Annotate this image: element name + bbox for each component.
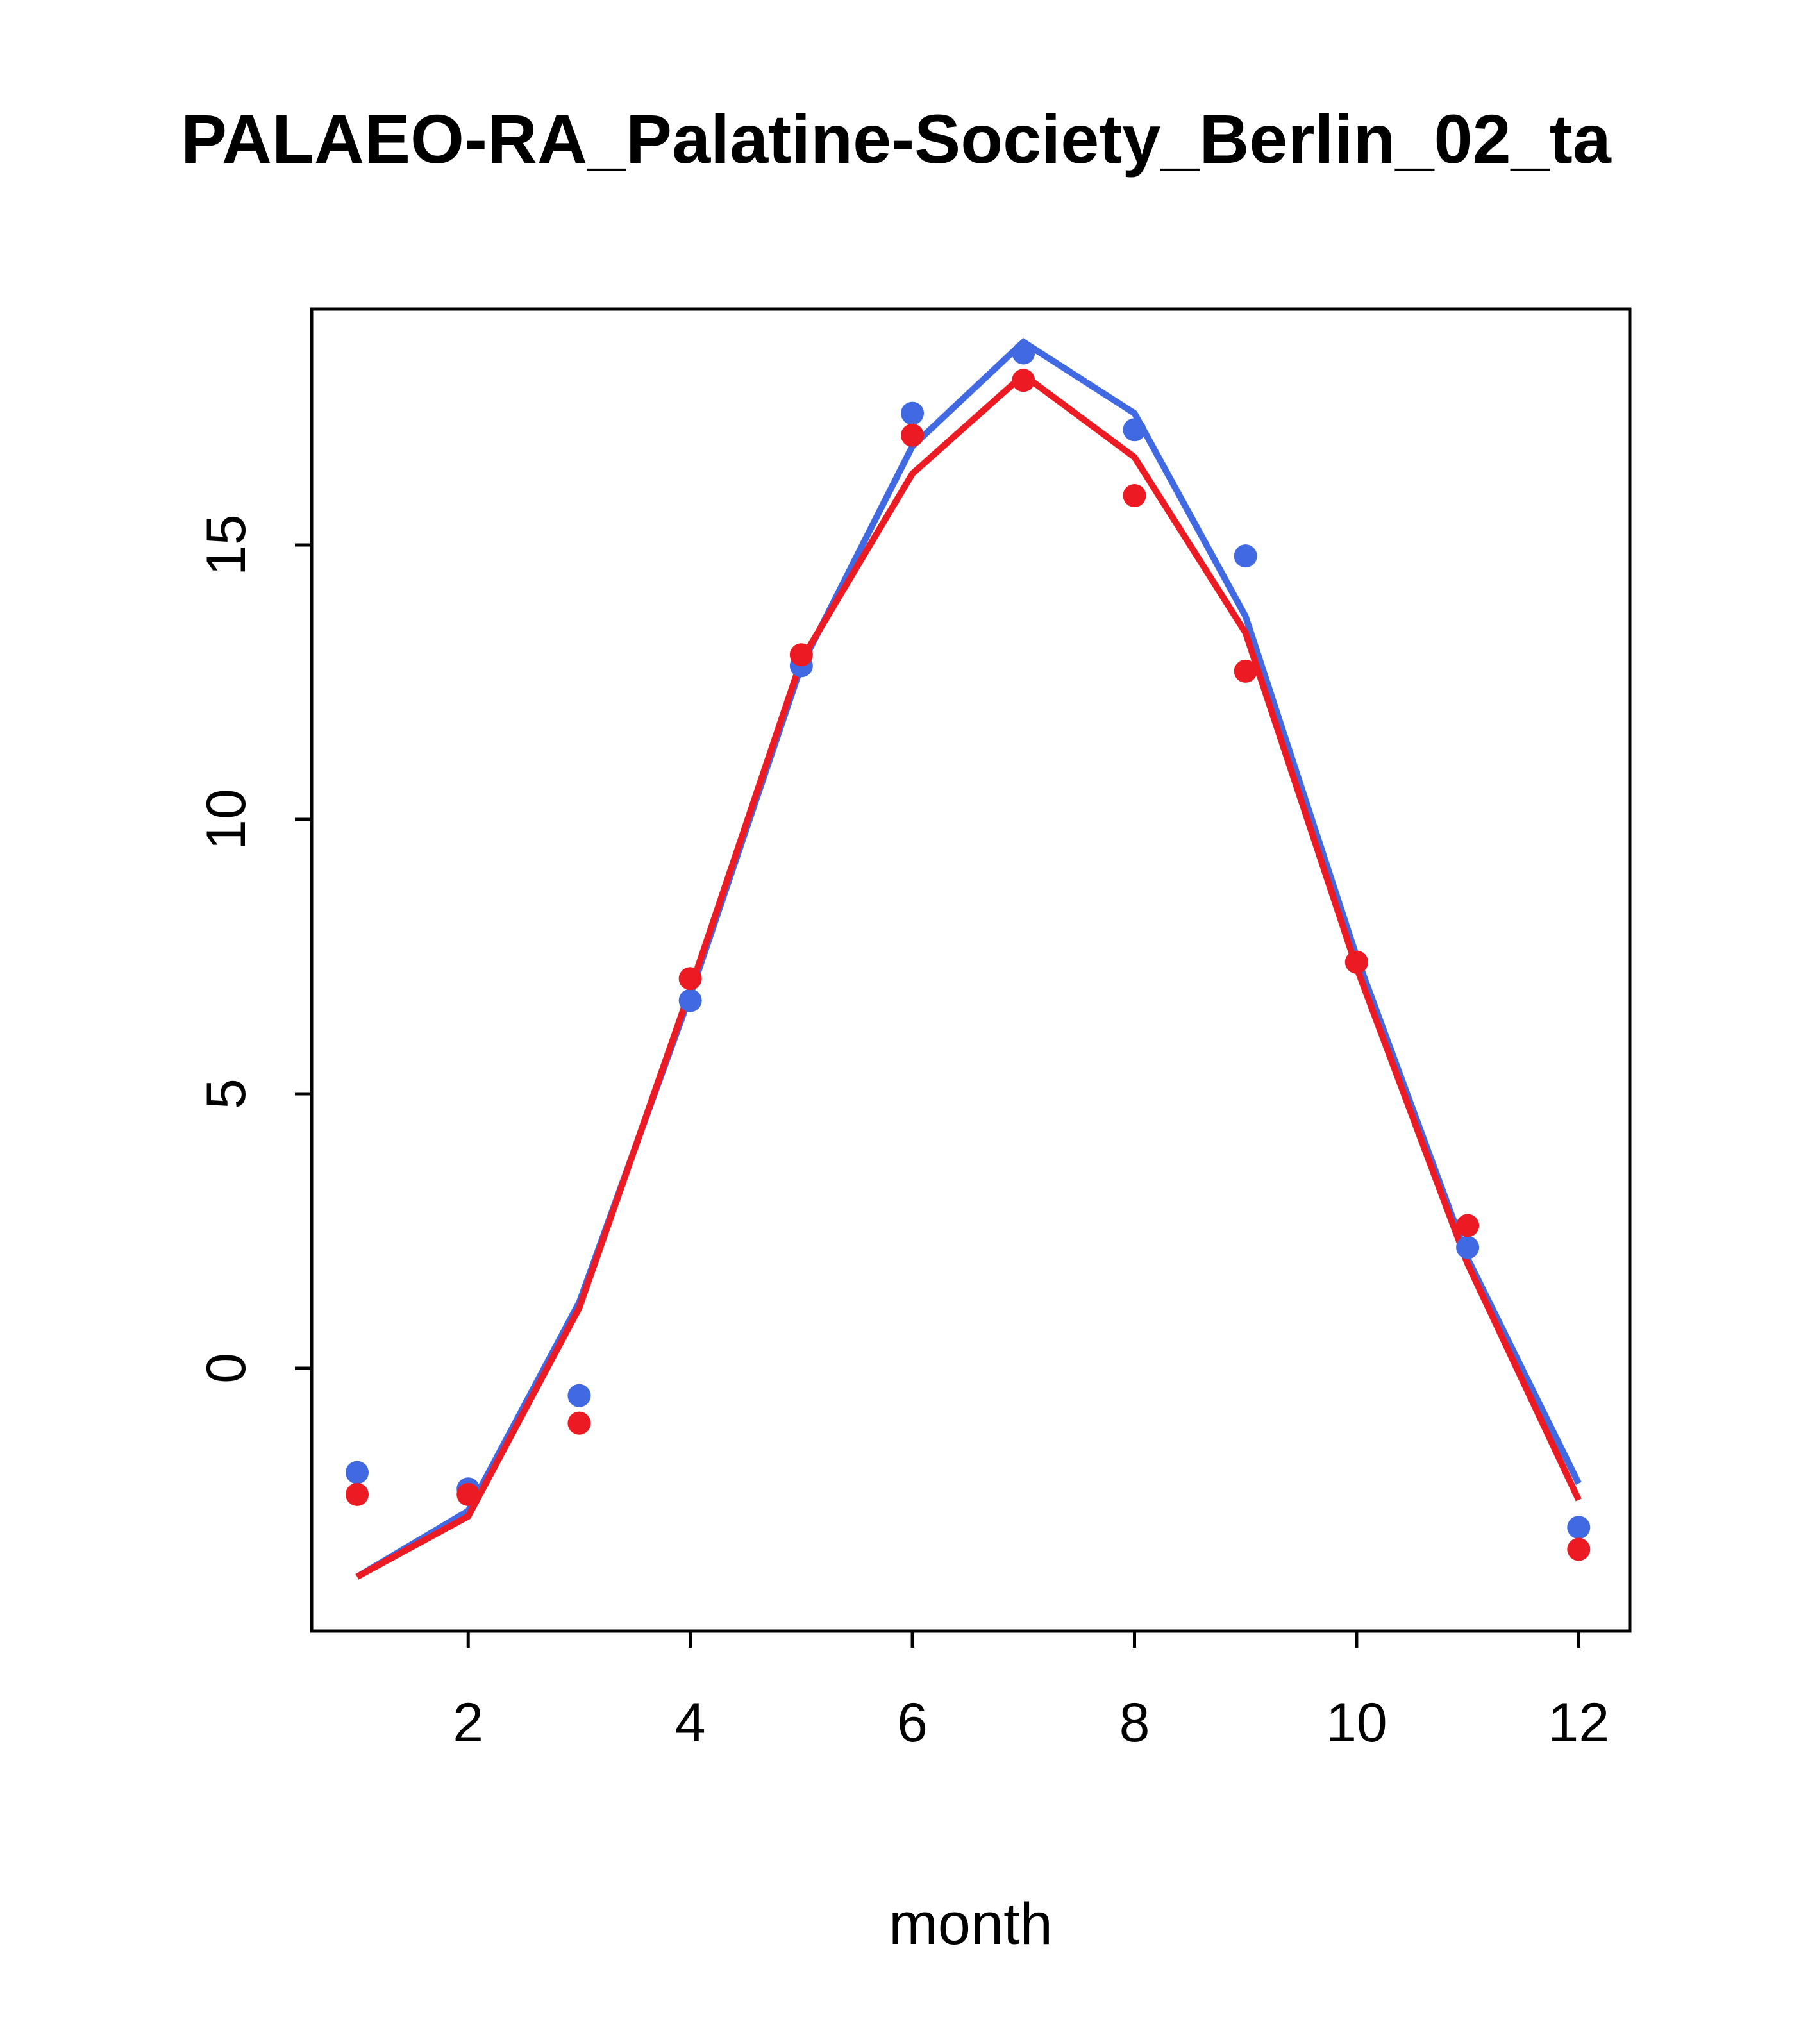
y-axis-tick-label: 5 [196, 1078, 257, 1109]
x-axis-tick-label: 2 [453, 1692, 483, 1754]
x-axis-tick-label: 12 [1548, 1692, 1609, 1754]
data-point-blue-points [901, 401, 925, 425]
data-point-blue-points [1234, 544, 1257, 568]
data-point-blue-points [1567, 1516, 1591, 1539]
series-line-blue-line [355, 338, 1582, 1580]
data-point-red-points [346, 1482, 369, 1506]
data-point-blue-points [346, 1461, 369, 1484]
data-point-blue-points [1456, 1236, 1480, 1259]
chart-title: PALAEO-RA_Palatine-Society_Berlin_02_ta [181, 100, 1611, 178]
data-point-blue-points [678, 989, 702, 1012]
data-point-red-points [678, 967, 702, 991]
plot-box [310, 307, 1632, 1633]
data-point-red-points [1567, 1537, 1591, 1561]
data-point-red-points [1012, 369, 1035, 392]
y-axis-tick-label: 0 [196, 1353, 257, 1384]
y-axis-tick-label: 10 [196, 789, 257, 850]
y-axis-tick-label: 15 [196, 514, 257, 576]
data-point-red-points [456, 1482, 480, 1506]
data-point-blue-points [567, 1384, 591, 1407]
data-point-red-points [567, 1411, 591, 1435]
x-axis-tick-label: 10 [1326, 1692, 1387, 1754]
data-point-red-points [1123, 484, 1146, 508]
x-axis-tick-label: 6 [897, 1692, 928, 1754]
data-point-red-points [1344, 950, 1368, 974]
x-axis-label: month [889, 1891, 1053, 1957]
data-point-red-points [901, 423, 925, 447]
data-point-red-points [789, 643, 813, 667]
x-axis-tick-label: 4 [675, 1692, 706, 1754]
data-point-blue-points [1123, 418, 1146, 442]
data-point-blue-points [1012, 341, 1035, 365]
data-point-red-points [1456, 1214, 1480, 1237]
x-axis-tick-label: 8 [1119, 1692, 1150, 1754]
series-line-red-line [355, 371, 1582, 1580]
data-point-red-points [1234, 659, 1257, 683]
